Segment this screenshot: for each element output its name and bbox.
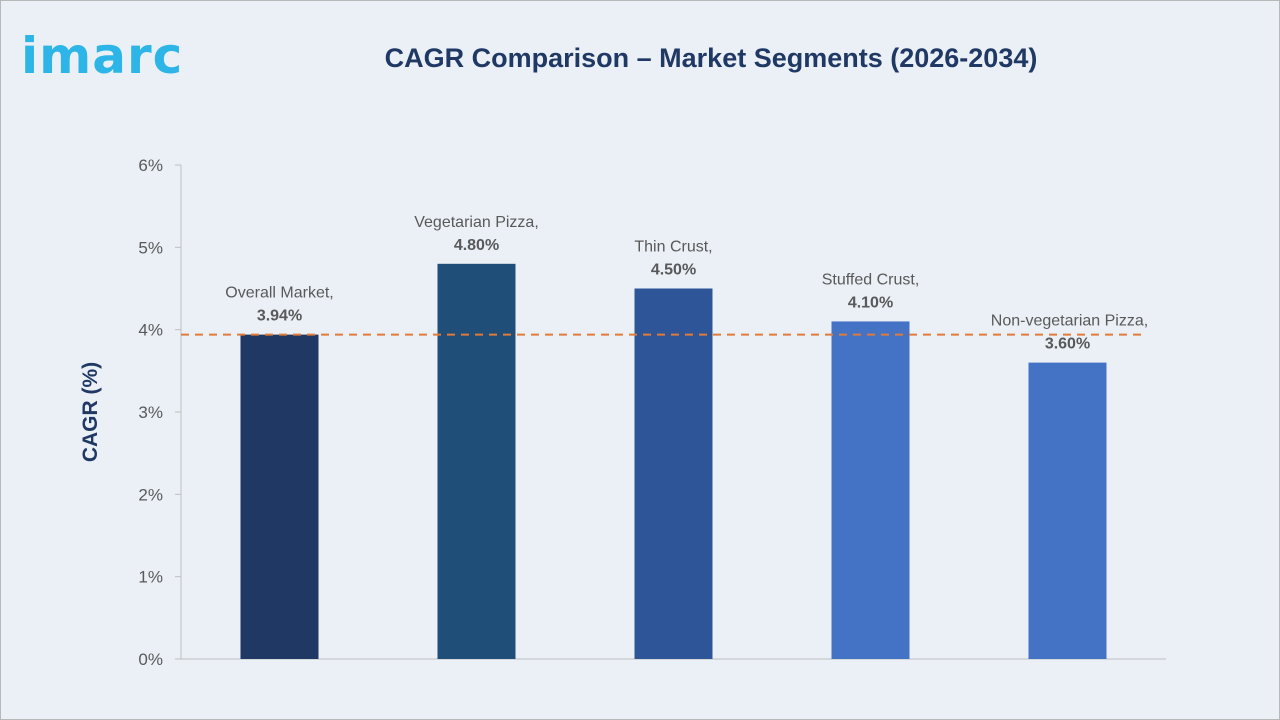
- logo-text: imarc: [21, 27, 184, 85]
- data-label-value: 3.60%: [1045, 336, 1090, 353]
- y-tick-label: 6%: [138, 156, 163, 175]
- bar-non-vegetarian-pizza: [1028, 362, 1107, 659]
- data-label-value: 4.10%: [848, 294, 893, 311]
- y-tick-label: 3%: [138, 403, 163, 422]
- bar-thin-crust: [634, 288, 713, 659]
- chart-title: CAGR Comparison – Market Segments (2026-…: [384, 43, 1038, 73]
- y-tick-label: 1%: [138, 568, 163, 587]
- y-tick-label: 4%: [138, 321, 163, 340]
- bar-stuffed-crust: [831, 321, 910, 659]
- y-tick-label: 0%: [138, 650, 163, 669]
- bar-vegetarian-pizza: [437, 263, 516, 659]
- data-label-value: 4.50%: [651, 262, 696, 279]
- y-tick-label: 5%: [138, 238, 163, 257]
- y-axis-title: CAGR (%): [79, 362, 102, 462]
- data-label-value: 4.80%: [454, 237, 499, 254]
- data-label-value: 3.94%: [257, 308, 302, 325]
- data-label-name: Vegetarian Pizza,: [414, 214, 539, 231]
- data-label-name: Stuffed Crust,: [822, 271, 920, 288]
- y-tick-label: 2%: [138, 485, 163, 504]
- data-label-name: Non-vegetarian Pizza,: [991, 313, 1148, 330]
- data-label-name: Overall Market,: [225, 285, 333, 302]
- bar-overall-market: [240, 334, 319, 659]
- data-label-name: Thin Crust,: [634, 239, 712, 256]
- imarc-logo: imarc: [21, 31, 183, 81]
